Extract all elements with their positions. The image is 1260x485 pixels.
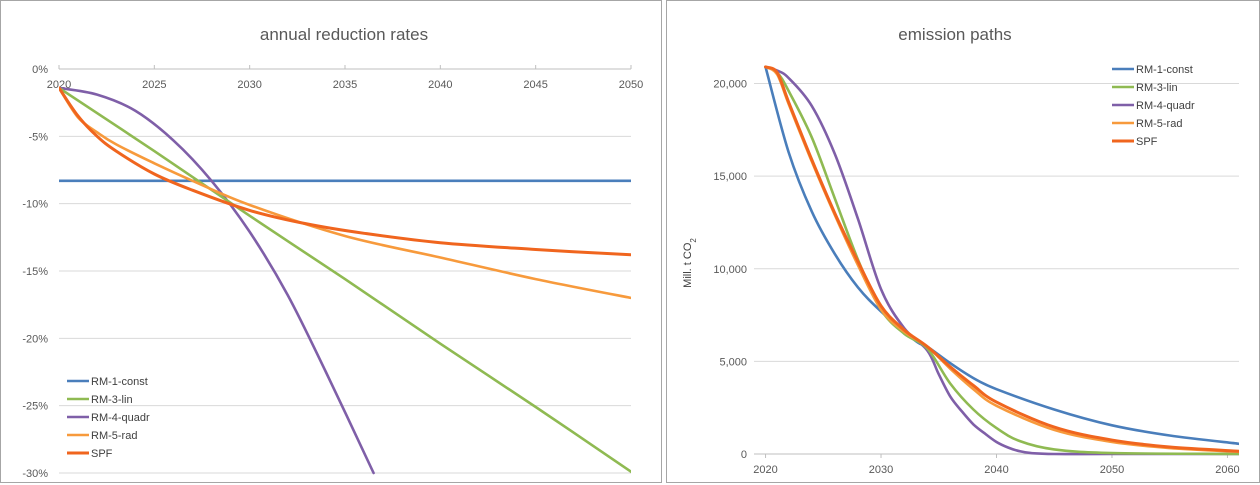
series-group (59, 86, 631, 475)
series-line-rm-3-lin (59, 86, 631, 473)
x-tick-label: 2030 (869, 464, 893, 476)
legend-label-rm-3-lin: RM-3-lin (1136, 82, 1178, 94)
y-tick-label: -25% (22, 401, 48, 413)
x-tick-label: 2060 (1215, 464, 1239, 476)
y-tick-label: 0 (741, 449, 747, 461)
series-line-spf (764, 65, 1239, 453)
x-tick-label: 2040 (984, 464, 1008, 476)
x-tick-label: 2020 (753, 464, 777, 476)
y-tick-label: 15,000 (713, 171, 747, 183)
x-tick-label: 2030 (237, 79, 261, 91)
x-tick-label: 2025 (142, 79, 166, 91)
x-tick-label: 2050 (1100, 464, 1124, 476)
y-tick-label: 10,000 (713, 264, 747, 276)
y-axis-title: Mill. t CO2 (682, 238, 698, 288)
legend-label-rm-1-const: RM-1-const (1136, 64, 1193, 76)
y-tick-label: 20,000 (713, 79, 747, 91)
y-tick-label: -10% (22, 199, 48, 211)
series-line-spf (59, 86, 631, 257)
chart-panel-emission-paths: emission paths 0 5,000 10,000 15,000 20,000 20… (666, 0, 1260, 483)
y-tick-label: -15% (22, 266, 48, 278)
chart-title: annual reduction rates (260, 25, 428, 44)
gridlines (754, 83, 1239, 455)
series-group (764, 65, 1239, 456)
legend-label-rm-4-quadr: RM-4-quadr (91, 412, 150, 424)
chart-panel-annual-reduction-rates: annual reduction rates 0% -5% -10% -15% -20% -… (0, 0, 662, 483)
x-tick-label: 2045 (523, 79, 547, 91)
y-tick-label: -20% (22, 333, 48, 345)
series-line-rm-4-quadr (764, 65, 1239, 456)
chart-title: emission paths (898, 25, 1011, 44)
x-tick-label: 2035 (333, 79, 357, 91)
legend-label-spf: SPF (1136, 136, 1158, 148)
legend-label-rm-4-quadr: RM-4-quadr (1136, 100, 1195, 112)
legend-label-spf: SPF (91, 448, 113, 460)
legend-label-rm-5-rad: RM-5-rad (91, 430, 137, 442)
legend-label-rm-3-lin: RM-3-lin (91, 394, 133, 406)
x-tick-label: 2050 (619, 79, 643, 91)
x-tick-label: 2040 (428, 79, 452, 91)
y-axis-title-text: Mill. t CO2 (682, 238, 698, 288)
y-tick-label: 0% (32, 64, 48, 76)
y-tick-label: 5,000 (719, 356, 747, 368)
y-axis-title-subscript: 2 (689, 238, 698, 243)
legend: RM-1-const RM-3-lin RM-4-quadr RM-5-rad SPF (67, 376, 150, 460)
legend-label-rm-1-const: RM-1-const (91, 376, 148, 388)
chart-annual-reduction-rates: annual reduction rates 0% -5% -10% -15% -20% -… (22, 25, 643, 480)
gridlines (59, 68, 631, 474)
legend-label-rm-5-rad: RM-5-rad (1136, 118, 1182, 130)
legend: RM-1-const RM-3-lin RM-4-quadr RM-5-rad SPF (1112, 64, 1195, 148)
y-tick-label: -5% (28, 131, 48, 143)
series-line-rm-5-rad (59, 86, 631, 300)
chart-emission-paths: emission paths 0 5,000 10,000 15,000 20,000 20… (682, 25, 1240, 476)
y-tick-label: -30% (22, 468, 48, 480)
